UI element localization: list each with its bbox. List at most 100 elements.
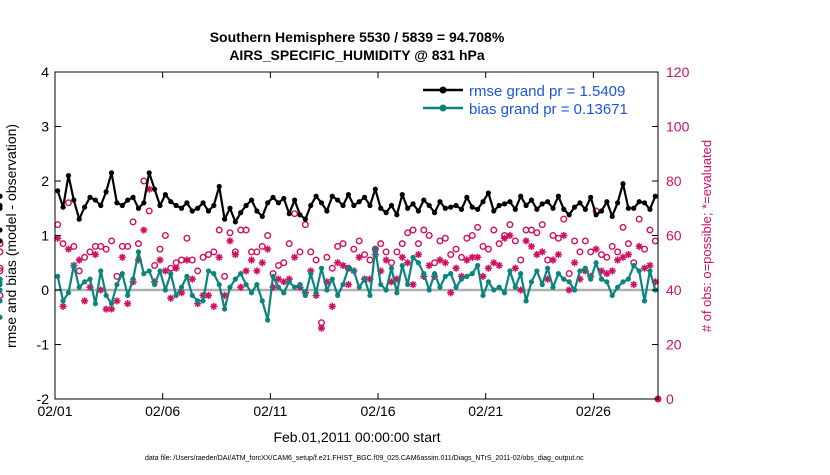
rmse-point [475,206,481,212]
rmse-point [216,183,222,190]
rmse-point [92,197,98,203]
bias-point [631,262,637,269]
rmse-point [410,201,416,207]
y-tick-label-left: -2 [37,391,50,407]
rmse-point [480,199,486,205]
rmse-point [571,204,578,210]
bias-point [518,271,524,277]
obs-evaluated-marker [608,267,616,275]
bias-point [232,276,238,282]
obs-possible-marker [361,251,369,259]
bias-point [405,281,411,288]
bias-point [625,276,631,282]
rmse-point [421,197,427,203]
bias-point [291,284,298,290]
obs-evaluated-marker [145,185,153,193]
obs-possible-marker [328,264,336,272]
rmse-point [453,202,459,209]
bias-point [270,273,276,279]
bias-point [394,290,400,296]
obs-possible-marker [651,237,659,245]
rmse-point [415,208,422,214]
obs-evaluated-marker [253,267,261,275]
y-tick-label-right: 0 [666,391,674,407]
rmse-point [588,194,594,200]
y-tick-label-right: 100 [666,119,690,135]
bias-point [437,284,443,290]
rmse-series-line [56,171,657,223]
rmse-point [0,227,3,233]
chart-subtitle: AIRS_SPECIFIC_HUMIDITY @ 831 hPa [229,47,485,63]
obs-evaluated-marker [210,302,218,310]
bias-point [496,284,502,290]
obs-evaluated-marker [463,256,471,264]
obs-evaluated-marker [75,256,83,264]
obs-evaluated-marker [64,245,73,253]
obs-possible-marker [457,253,465,261]
bias-point [114,281,120,288]
bias-point [480,292,486,299]
obs-evaluated-marker [280,278,288,286]
y-tick-label-right: 40 [666,282,682,298]
bias-point [388,265,395,271]
obs-evaluated-marker [183,256,191,264]
rmse-point [356,199,362,205]
obs-possible-marker [404,229,412,237]
obs-possible-marker [614,248,622,256]
rmse-point [636,199,642,205]
obs-evaluated-marker [161,267,169,275]
legend-bias-marker [439,104,447,112]
bias-point [593,260,599,266]
rmse-point [577,200,583,206]
obs-evaluated-marker [134,256,143,264]
obs-evaluated-marker [549,256,557,264]
obs-possible-marker [484,245,492,253]
bias-point [545,265,551,271]
bias-point [103,292,109,299]
obs-possible-marker [221,272,229,280]
rmse-point [507,199,513,205]
bias-point [265,317,271,323]
bias-point [275,284,282,290]
rmse-point [302,216,308,222]
bias-point [243,281,249,288]
rmse-point [108,170,115,176]
bias-point [60,298,66,304]
rmse-point [405,205,411,211]
rmse-point [232,219,238,225]
obs-evaluated-marker [86,283,94,291]
y-tick-label-left: 3 [41,119,49,135]
rmse-point [351,202,357,209]
obs-possible-marker [204,251,212,259]
y-tick-label-left: 2 [41,173,49,189]
obs-evaluated-marker [500,234,509,242]
rmse-point [254,208,260,214]
obs-evaluated-marker [474,253,482,261]
obs-possible-marker [0,248,4,256]
obs-evaluated-marker [258,259,266,267]
obs-evaluated-marker [544,275,552,283]
bias-point [76,284,82,290]
bias-point [302,292,308,299]
obs-possible-marker [97,242,105,250]
rmse-point [641,200,648,206]
bias-point [335,292,341,299]
obs-evaluated-marker [334,259,342,267]
bias-point [227,284,233,290]
obs-evaluated-marker [533,250,541,259]
bias-point [598,276,605,282]
obs-possible-marker [253,248,261,256]
rmse-point [168,199,174,205]
bias-point [178,284,185,290]
rmse-point [582,206,588,212]
y-tick-label-right: 60 [666,228,682,244]
bias-point [297,281,303,288]
obs-possible-marker [339,240,347,248]
x-tick-label: 02/21 [468,403,503,419]
rmse-point [383,210,389,216]
obs-possible-marker [474,223,482,231]
rmse-point [130,194,136,200]
bias-point [184,273,190,279]
obs-evaluated-marker [635,242,643,250]
